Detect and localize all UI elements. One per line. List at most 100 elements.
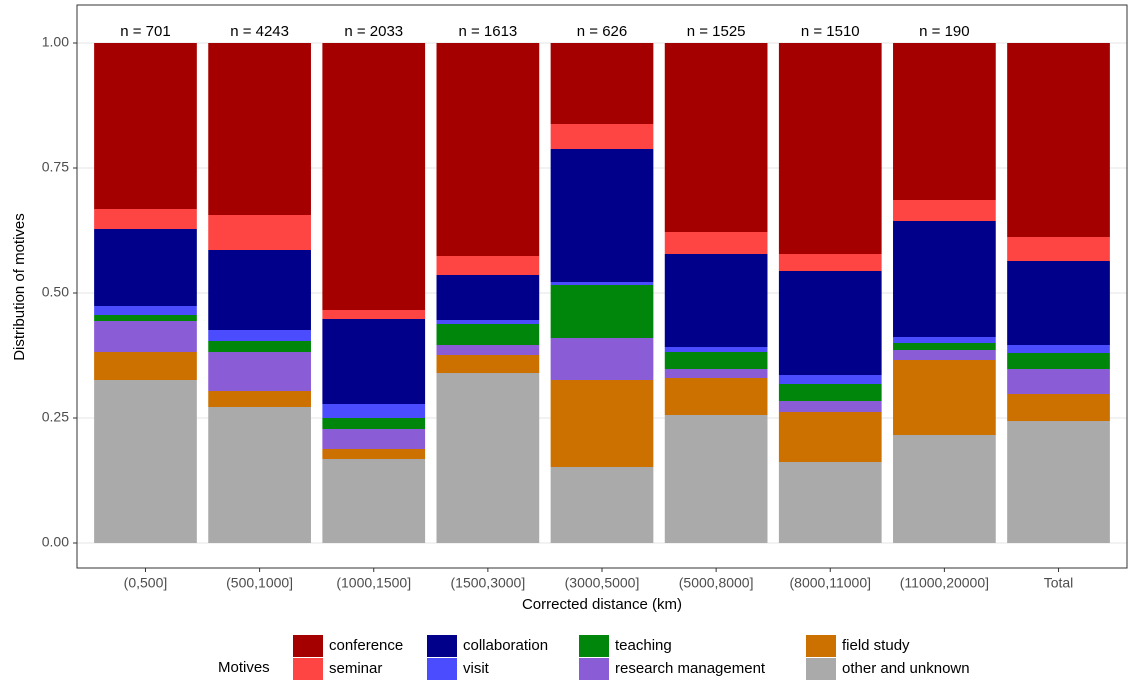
bar-segment [94,321,197,352]
bar-segment [778,412,882,462]
bar-segment [208,330,311,341]
bar-segment [550,149,654,282]
x-tick-label: (0,500] [124,575,168,591]
x-tick-label: (11000,20000] [900,575,989,591]
x-tick-label: (5000,8000] [679,575,754,591]
bar-segment [208,341,311,352]
bar-segment [322,404,426,418]
bar-segment [436,275,540,320]
legend-key [806,635,836,657]
sample-size-label: n = 2033 [344,23,403,40]
sample-size-label: n = 1613 [458,23,517,40]
legend-title: Motives [218,659,270,676]
bar-segment [436,324,540,345]
x-tick-label: (1500,3000] [451,575,526,591]
bar-segment [550,380,654,467]
y-tick-label: 0.75 [42,159,69,175]
legend-key [579,658,609,680]
bar-segment [436,355,540,373]
bar-segment [1007,345,1110,353]
bar-segment [893,200,996,221]
bar-segment [664,369,768,378]
legend-label: seminar [329,660,382,677]
bar-segment [550,43,654,124]
bar-segment [322,429,426,449]
legend-key [806,658,836,680]
legend-key [293,658,323,680]
bar-segment [1007,369,1110,394]
bar-segment [322,449,426,459]
bar-segment [1007,261,1110,345]
bar-segment [778,384,882,401]
bar-segment [778,271,882,375]
bar-segment [893,435,996,543]
bar-segment [664,415,768,543]
bar-segment [94,43,197,209]
legend-key [427,635,457,657]
bar-segment [664,347,768,352]
bar-segment [1007,43,1110,237]
bar-segment [436,320,540,324]
bar-segment [436,256,540,275]
bar-segment [436,345,540,355]
x-tick-label: (500,1000] [226,575,293,591]
y-tick-label: 0.50 [42,284,69,300]
bar-segment [94,380,197,543]
bar-segment [94,306,197,315]
bar-segment [208,43,311,215]
bar-segment [550,338,654,380]
sample-size-label: n = 701 [120,23,170,40]
x-tick-label: (8000,11000] [790,575,871,591]
bar-segment [208,215,311,250]
sample-size-label: n = 1510 [801,23,860,40]
bar-segment [94,352,197,380]
bar-segment [208,352,311,391]
legend-key [293,635,323,657]
bar-segment [322,43,426,310]
bar-segment [778,401,882,412]
bar-segment [664,352,768,369]
bar-segment [550,124,654,149]
bar-segment [893,221,996,337]
bar-segment [778,43,882,254]
panel-border [76,4,1128,569]
legend-label: teaching [615,637,672,654]
bar-segment [893,360,996,435]
legend-label: collaboration [463,637,548,654]
sample-size-label: n = 4243 [230,23,289,40]
bar-segment [436,43,540,256]
x-tick-label: (3000,5000] [565,575,640,591]
bar-segment [550,467,654,543]
bar-segment [778,254,882,271]
bar-segment [1007,237,1110,261]
bar-segment [893,337,996,343]
bar-segment [778,462,882,543]
bar-segment [664,254,768,347]
y-tick-label: 0.00 [42,534,69,550]
legend-key [579,635,609,657]
bar-segment [94,315,197,321]
bar-segment [893,350,996,360]
bar-segment [893,343,996,350]
legend-label: conference [329,637,403,654]
x-tick-label: Total [1044,575,1074,591]
bar-segment [94,209,197,229]
x-axis-label: Corrected distance (km) [522,596,682,613]
bar-segment [664,43,768,232]
y-tick-label: 0.25 [42,409,69,425]
bar-segment [322,310,426,319]
bar-segment [778,375,882,384]
legend-label: research management [615,660,766,677]
sample-size-label: n = 1525 [687,23,746,40]
bar-segment [893,43,996,200]
sample-size-label: n = 190 [919,23,969,40]
bar-segment [322,418,426,429]
legend-label: field study [842,637,910,654]
bar-segment [1007,421,1110,543]
x-tick-label: (1000,1500] [336,575,411,591]
bar-segment [664,378,768,415]
bar-segment [322,459,426,543]
bar-segment [550,282,654,285]
